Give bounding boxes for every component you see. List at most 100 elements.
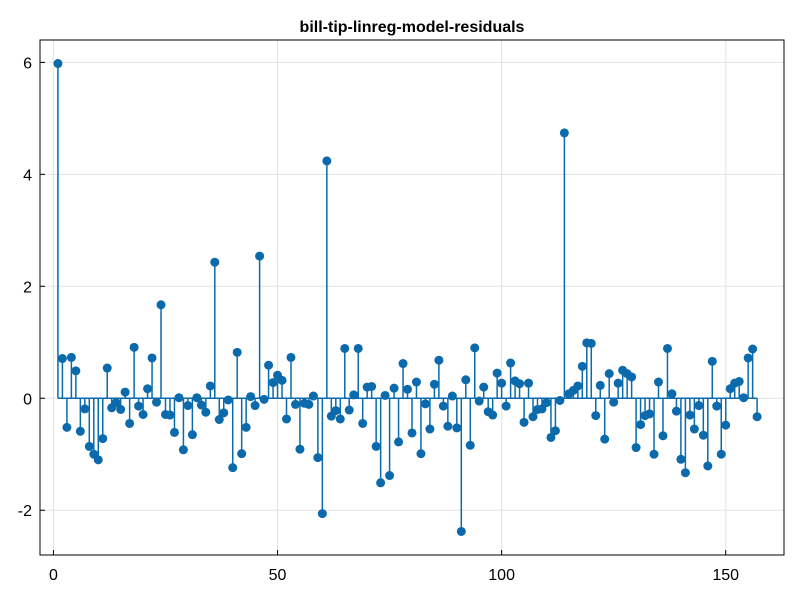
data-point xyxy=(671,406,681,416)
data-point xyxy=(102,363,112,373)
data-point xyxy=(223,395,233,405)
data-point xyxy=(75,426,85,436)
data-point xyxy=(358,418,368,428)
grid-lines xyxy=(40,40,784,555)
data-point xyxy=(201,407,211,417)
data-point xyxy=(385,471,395,481)
data-point xyxy=(353,343,363,353)
data-point xyxy=(219,408,229,418)
data-point xyxy=(228,463,238,473)
data-point xyxy=(111,398,121,408)
data-point xyxy=(470,343,480,353)
data-point xyxy=(286,352,296,362)
data-point xyxy=(367,382,377,392)
data-point xyxy=(237,449,247,459)
data-point xyxy=(515,379,525,389)
data-point xyxy=(282,414,292,424)
data-point xyxy=(550,426,560,436)
data-point xyxy=(452,423,462,433)
data-point xyxy=(138,409,148,419)
data-point xyxy=(380,390,390,400)
data-point xyxy=(264,360,274,370)
data-point xyxy=(631,443,641,453)
data-point xyxy=(667,389,677,399)
x-tick-label: 100 xyxy=(488,567,515,584)
data-point xyxy=(474,396,484,406)
data-point xyxy=(246,392,256,402)
data-point xyxy=(98,434,108,444)
data-point xyxy=(501,401,511,411)
data-point xyxy=(129,342,139,352)
data-point xyxy=(165,410,175,420)
data-point xyxy=(541,398,551,408)
data-point xyxy=(308,391,318,401)
data-point xyxy=(438,401,448,411)
data-point xyxy=(232,347,242,357)
data-point xyxy=(465,440,475,450)
data-point xyxy=(685,410,695,420)
chart-title: bill-tip-linreg-model-residuals xyxy=(300,19,525,36)
data-point xyxy=(528,412,538,422)
data-point xyxy=(335,414,345,424)
data-point xyxy=(304,399,314,409)
x-tick-label: 0 xyxy=(49,567,58,584)
data-point xyxy=(609,397,619,407)
data-point xyxy=(456,526,466,536)
data-point xyxy=(689,424,699,434)
data-point xyxy=(205,381,215,391)
data-point xyxy=(93,455,103,465)
data-point xyxy=(443,421,453,431)
data-point xyxy=(241,422,251,432)
y-tick-label: 2 xyxy=(23,279,32,296)
data-point xyxy=(600,434,610,444)
data-point xyxy=(748,344,758,354)
data-point xyxy=(524,378,534,388)
data-point xyxy=(752,412,762,422)
data-point xyxy=(178,445,188,455)
data-point xyxy=(573,381,583,391)
data-point xyxy=(546,432,556,442)
data-point xyxy=(734,376,744,386)
data-point xyxy=(268,378,278,388)
data-point xyxy=(134,401,144,411)
data-point xyxy=(497,378,507,388)
data-point xyxy=(519,417,529,427)
data-point xyxy=(636,420,646,430)
stem-series xyxy=(57,63,758,532)
data-point xyxy=(259,394,269,404)
data-point xyxy=(703,461,713,471)
data-point xyxy=(317,509,327,519)
data-point xyxy=(53,59,63,69)
data-point xyxy=(116,404,126,414)
data-point xyxy=(447,391,457,401)
data-point xyxy=(577,361,587,371)
data-point xyxy=(537,404,547,414)
y-tick-label: 6 xyxy=(23,55,32,72)
data-point xyxy=(662,343,672,353)
data-point xyxy=(591,411,601,421)
data-point xyxy=(295,444,305,454)
y-tick-label: -2 xyxy=(18,503,32,520)
data-point xyxy=(506,358,516,368)
stem-markers xyxy=(53,59,762,536)
data-point xyxy=(62,422,72,432)
data-point xyxy=(174,393,184,403)
axis-ticks: 0 50 100 150 -2 0 2 4 6 xyxy=(18,55,739,584)
data-point xyxy=(125,418,135,428)
data-point xyxy=(604,369,614,379)
data-point xyxy=(559,128,569,138)
data-point xyxy=(595,380,605,390)
data-point xyxy=(488,410,498,420)
data-point xyxy=(492,368,502,378)
data-point xyxy=(250,401,260,411)
data-point xyxy=(290,399,300,409)
data-point xyxy=(613,378,623,388)
data-point xyxy=(425,424,435,434)
data-point xyxy=(586,338,596,348)
data-point xyxy=(429,379,439,389)
data-point xyxy=(389,383,399,393)
x-tick-label: 50 xyxy=(269,567,287,584)
data-point xyxy=(707,356,717,366)
data-point xyxy=(645,409,655,419)
